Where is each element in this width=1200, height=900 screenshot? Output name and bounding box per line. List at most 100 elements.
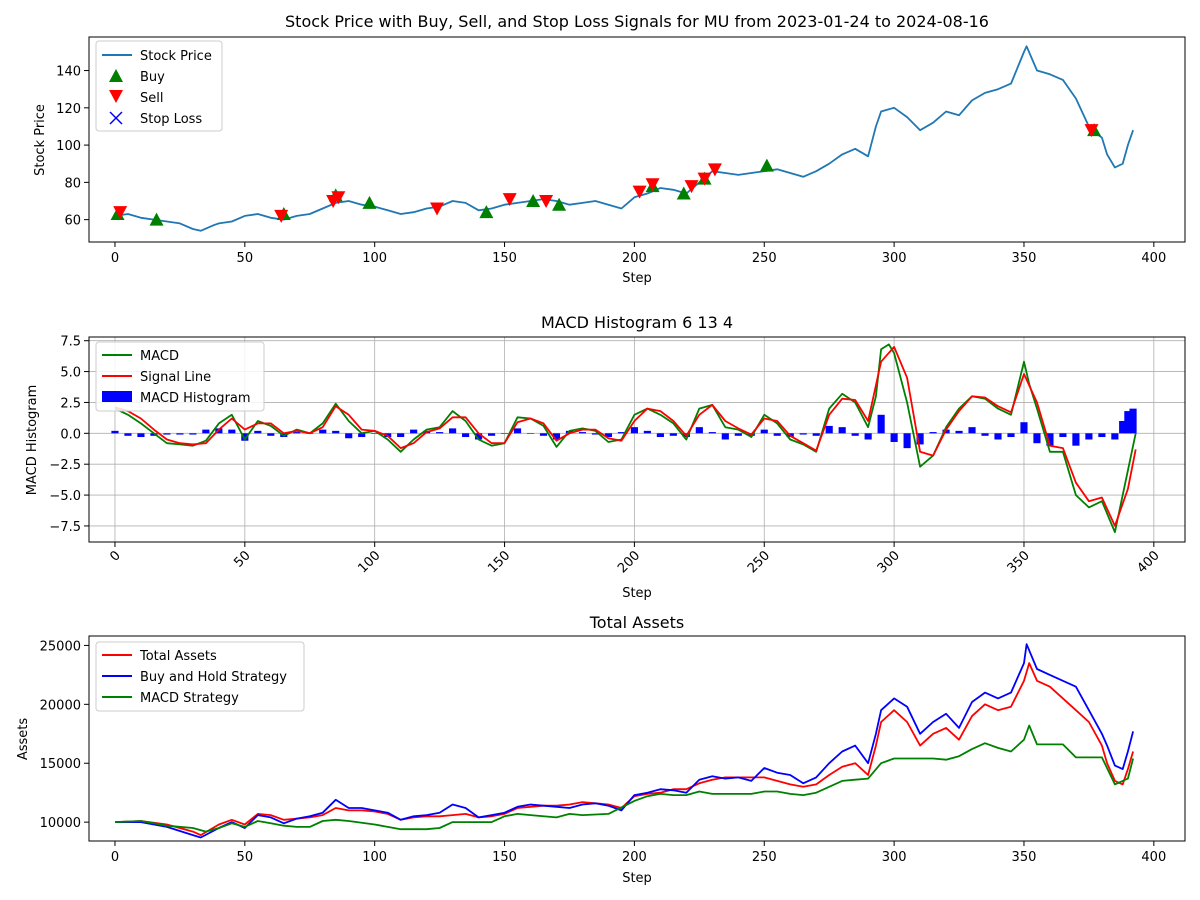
sell-marker [1084,124,1099,138]
legend-sell-marker [109,90,123,103]
histogram-bar [734,433,742,436]
histogram-bar [968,427,976,434]
y-tick-label: −2.5 [49,458,81,473]
sell-marker [430,202,445,216]
histogram-bar [1085,433,1093,440]
histogram-bar [578,432,587,434]
sell-marker [274,209,289,223]
legend-total-assets: Total Assets [139,649,217,664]
legend-frame [95,641,305,712]
y-tick-label: 80 [64,176,81,191]
histogram-bar [526,433,535,434]
macd-legend: MACD Signal Line MACD Histogram [95,341,265,412]
stock-price-panel: Stock Price with Buy, Sell, and Stop Los… [33,12,1186,286]
series-line-macd-strategy [114,724,1134,833]
x-tick-label: 150 [492,251,517,266]
histogram-bar [345,433,353,439]
series-line-signal-line [114,345,1137,527]
histogram-bar [254,430,262,434]
y-tick-label: 10000 [40,816,81,831]
histogram-bar [1033,433,1041,444]
histogram-bar [539,433,548,436]
histogram-bar [877,414,885,434]
histogram-bar [695,427,703,434]
macd-ylabel: MACD Histogram [25,385,40,496]
histogram-bar [449,428,457,434]
histogram-bar [241,433,249,441]
buy-marker [362,195,377,209]
sell-marker [632,185,647,199]
stock-price-plot-area: 0 50 100 150 200 250 300 350 400 60 80 100 120 140 [56,36,1186,266]
sell-marker [331,191,346,205]
histogram-bar [981,433,989,436]
histogram-bar [773,433,781,436]
histogram-bar [202,429,210,434]
legend-buy: Buy [140,70,165,85]
y-tick-label: 7.5 [60,335,81,350]
histogram-bar [630,427,638,434]
legend-stock-price: Stock Price [140,49,212,64]
x-tick-label: 250 [752,251,777,266]
x-tick-label: 400 [1141,251,1166,266]
buy-marker [479,205,494,219]
x-tick-label: 250 [752,850,777,865]
legend-histogram-swatch [102,391,132,402]
plot-content [111,343,1137,533]
histogram-bar [617,432,625,434]
buy-marker [552,197,567,211]
y-tick-label: 25000 [40,639,81,654]
histogram-bar [410,429,418,434]
macd-xlabel: Step [622,586,652,601]
y-tick-label: 60 [64,214,81,229]
histogram-bar [267,433,275,436]
x-tick-label: 0 [111,251,119,266]
histogram-bar [319,429,327,434]
y-tick-label: 2.5 [60,396,81,411]
histogram-bar [228,429,236,434]
histogram-bar [864,433,872,440]
histogram-bar [500,433,509,434]
total-assets-panel: Total Assets Step Assets 0 50 100 150 200 250… [16,613,1186,886]
y-tick-label: 15000 [40,757,81,772]
x-tick-label: 300 [882,850,907,865]
histogram-bar [838,427,846,434]
histogram-bar [1119,420,1127,434]
buy-marker [526,194,541,207]
legend-buy-and-hold: Buy and Hold Strategy [140,670,287,685]
legend-frame [95,341,265,412]
axes-frame [88,36,1186,243]
sell-marker [707,163,722,177]
x-tick-label: 200 [622,251,647,266]
x-tick-label: 350 [1012,251,1037,266]
histogram-bar [1020,422,1028,434]
total-assets-ylabel: Assets [16,718,31,761]
plot-content [110,45,1134,232]
histogram-bar [189,433,197,435]
histogram-bar [955,430,963,434]
legend-buy-marker [109,69,123,82]
sell-marker [697,172,712,186]
x-tick-label: 300 [882,251,907,266]
macd-title: MACD Histogram 6 13 4 [541,313,733,332]
histogram-bar [604,433,613,438]
histogram-bar [1046,433,1054,446]
histogram-bar [903,433,911,449]
total-assets-title: Total Assets [589,613,685,632]
histogram-bar [513,428,522,434]
stock-price-title: Stock Price with Buy, Sell, and Stop Los… [285,12,989,31]
stock-price-ylabel: Stock Price [33,104,48,176]
histogram-bar [1059,433,1067,438]
buy-marker [676,186,691,200]
histogram-bar [643,430,651,434]
axes-frame [88,635,1186,842]
histogram-bar [929,432,937,434]
series-line-buy-and-hold-strategy [115,643,1134,839]
y-tick-label: 20000 [40,698,81,713]
x-tick-label: 200 [622,850,647,865]
histogram-bar [656,433,664,438]
x-tick-label: 100 [362,850,387,865]
y-tick-label: −7.5 [49,520,81,535]
series-line-total-assets [114,662,1134,836]
histogram-bar [721,433,729,440]
